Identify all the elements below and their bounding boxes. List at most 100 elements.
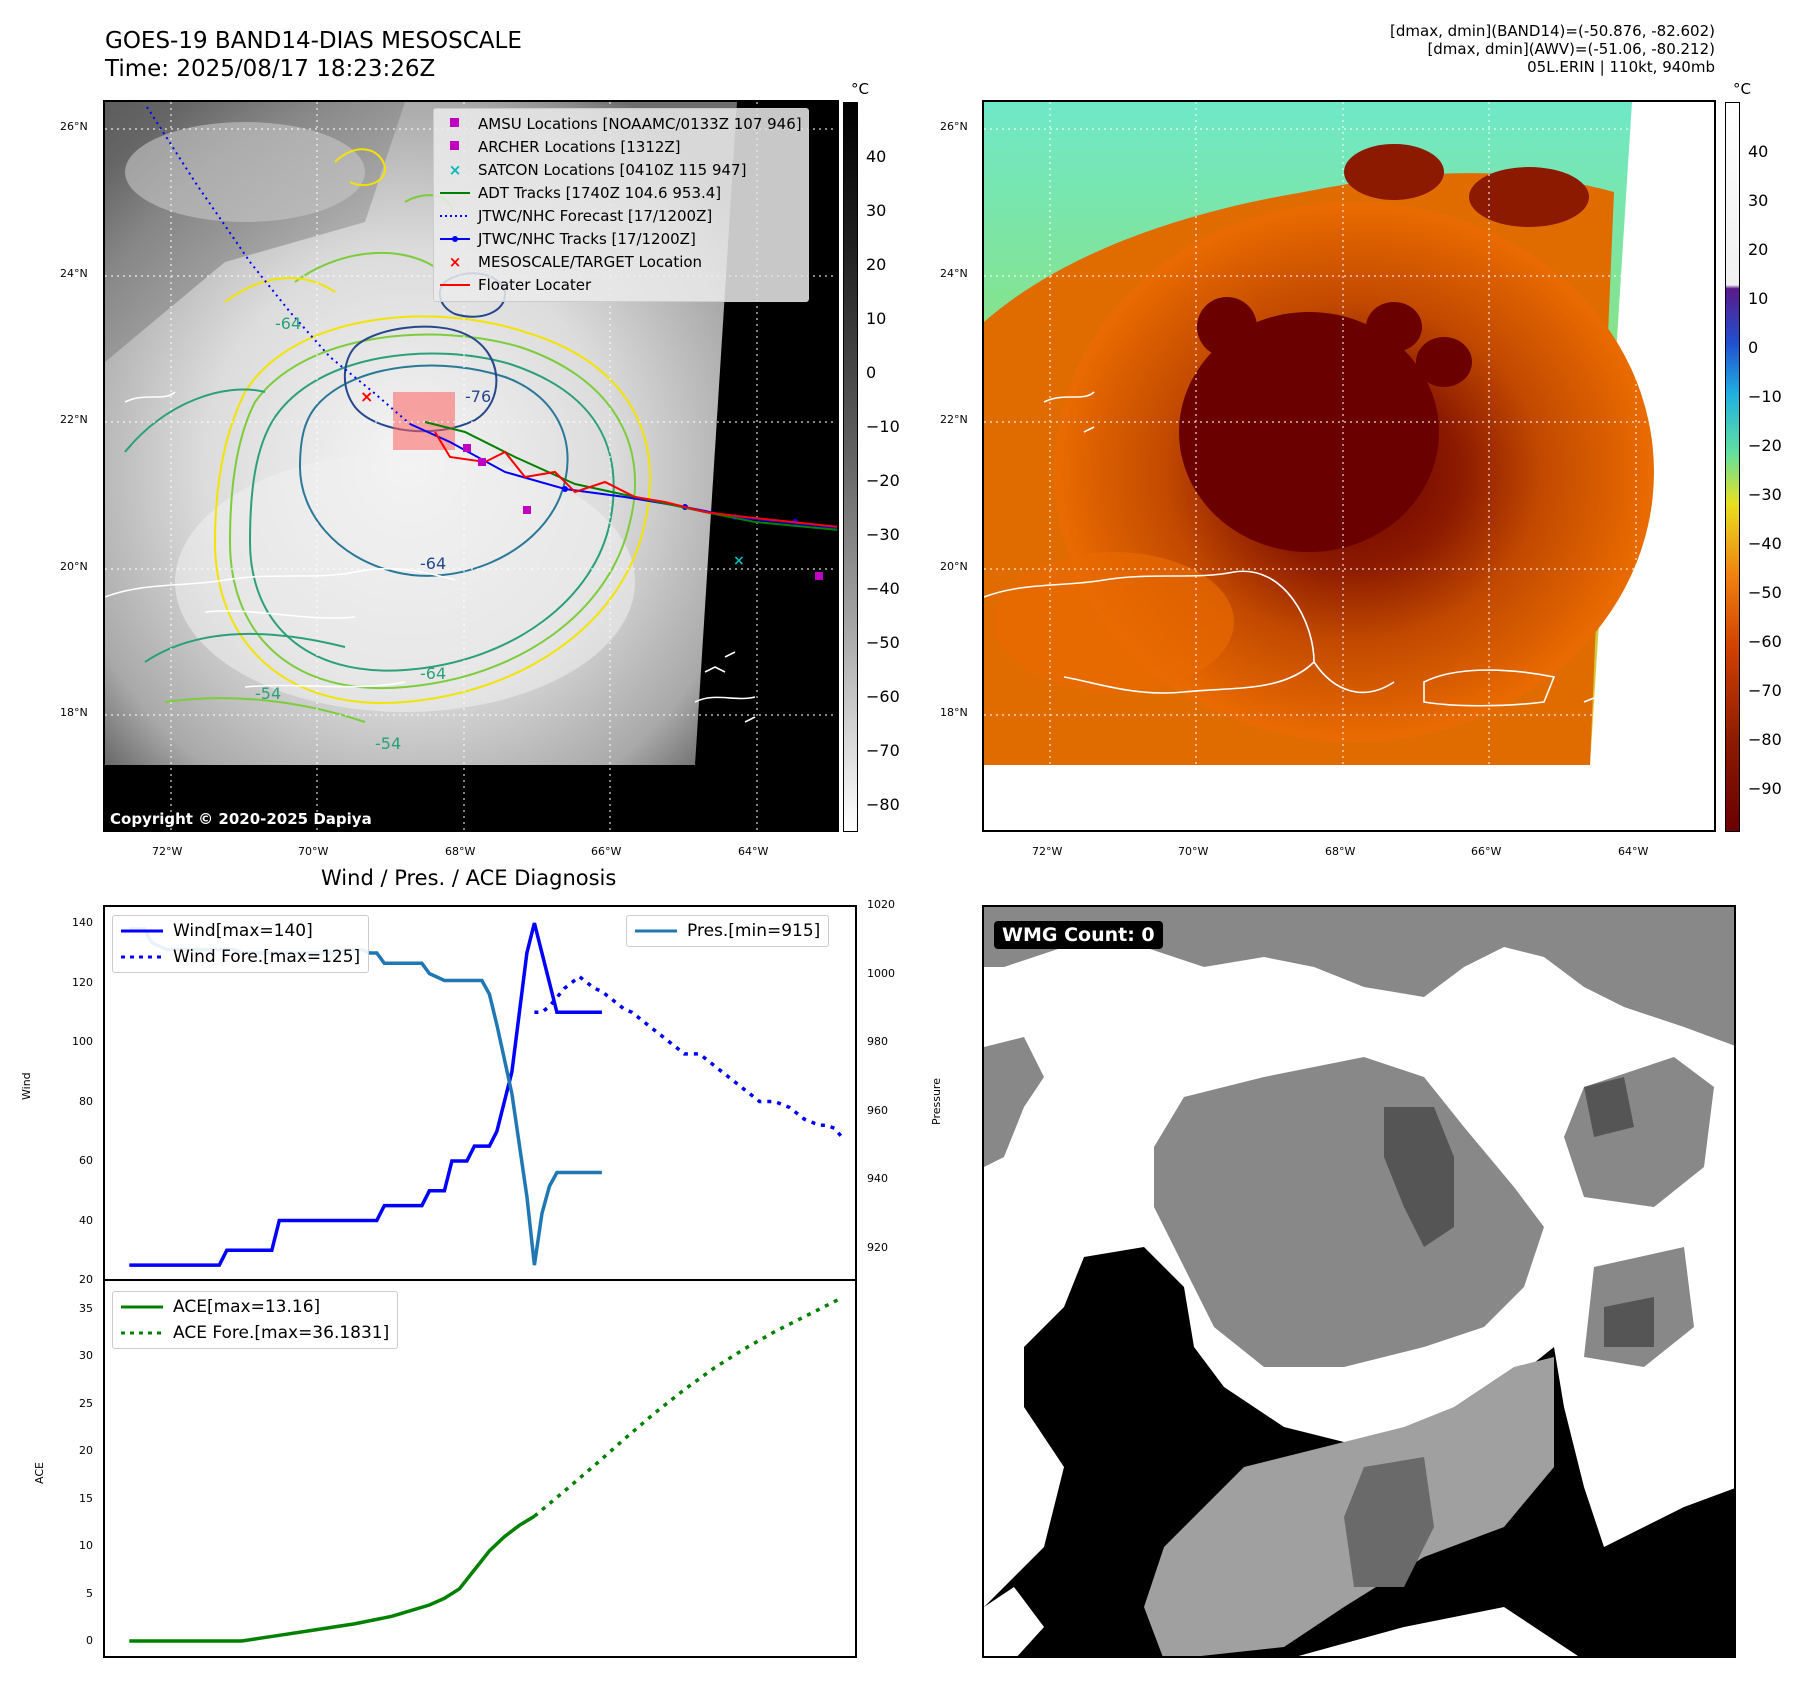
lat-label: 18°N bbox=[60, 706, 88, 719]
ace-tick-label: 5 bbox=[86, 1586, 93, 1600]
legend-item: Pres.[min=915] bbox=[635, 918, 820, 944]
colorbar-tick: −50 bbox=[866, 633, 900, 652]
colorbar-tick: −40 bbox=[866, 579, 900, 598]
info-line-2: [dmax, dmin](AWV)=(-51.06, -80.212) bbox=[1427, 40, 1715, 58]
wind-legend: Wind[max=140] Wind Fore.[max=125] bbox=[112, 915, 370, 973]
pressure-legend: Pres.[min=915] bbox=[626, 915, 830, 947]
x-marker-icon: × bbox=[448, 161, 462, 179]
lat-label: 24°N bbox=[940, 267, 968, 280]
info-line-3: 05L.ERIN | 110kt, 940mb bbox=[1527, 58, 1715, 76]
colorbar-tick: −10 bbox=[1748, 387, 1782, 406]
legend-item: AMSU Locations [NOAAMC/0133Z 107 946] bbox=[440, 113, 802, 136]
lat-label: 26°N bbox=[60, 120, 88, 133]
square-marker-icon bbox=[440, 136, 470, 159]
colorbar-tick: 20 bbox=[866, 255, 887, 274]
diagnosis-title: Wind / Pres. / ACE Diagnosis bbox=[321, 866, 617, 890]
lon-label: 64°W bbox=[1618, 845, 1649, 858]
lon-label: 64°W bbox=[738, 845, 769, 858]
ir-map-legend: AMSU Locations [NOAAMC/0133Z 107 946] AR… bbox=[433, 108, 809, 302]
line-dot-icon bbox=[440, 228, 470, 251]
colorbar-tick: 40 bbox=[866, 147, 887, 166]
contour-label: -64 bbox=[275, 314, 302, 333]
legend-item: × SATCON Locations [0410Z 115 947] bbox=[440, 159, 802, 182]
line-icon bbox=[440, 274, 470, 297]
wind-tick-label: 100 bbox=[72, 1035, 93, 1048]
ace-tick-label: 10 bbox=[79, 1539, 93, 1553]
lon-label: 68°W bbox=[445, 845, 476, 858]
dotted-line-icon bbox=[121, 944, 163, 970]
line-icon bbox=[440, 182, 470, 205]
colorbar-tick: −80 bbox=[1748, 730, 1782, 749]
awv-colorbar-unit: °C bbox=[1733, 80, 1751, 98]
legend-item: ACE Fore.[max=36.1831] bbox=[121, 1320, 389, 1346]
wmg-count-badge: WMG Count: 0 bbox=[994, 921, 1163, 949]
lat-label: 18°N bbox=[940, 706, 968, 719]
awv-map-panel bbox=[982, 100, 1716, 832]
ir-map-panel: × × -76 -64 -64 -54 -54 -64 AMSU Locatio… bbox=[103, 100, 839, 832]
lat-label: 26°N bbox=[940, 120, 968, 133]
legend-item: Wind Fore.[max=125] bbox=[121, 944, 360, 970]
pressure-tick-label: 920 bbox=[867, 1241, 888, 1254]
colorbar-tick: −80 bbox=[866, 795, 900, 814]
colorbar-tick: −10 bbox=[866, 417, 900, 436]
chart-frame bbox=[103, 905, 857, 1658]
lat-label: 20°N bbox=[940, 560, 968, 573]
diagnosis-svg bbox=[97, 904, 863, 1658]
lat-label: 22°N bbox=[60, 413, 88, 426]
legend-item: JTWC/NHC Tracks [17/1200Z] bbox=[440, 228, 802, 251]
ace-axis-label: ACE bbox=[33, 1462, 46, 1484]
pressure-tick-label: 1000 bbox=[867, 966, 895, 980]
lon-label: 72°W bbox=[152, 845, 183, 858]
x-marker-icon: × bbox=[448, 253, 462, 271]
legend-item: × MESOSCALE/TARGET Location bbox=[440, 251, 802, 274]
lon-label: 68°W bbox=[1325, 845, 1356, 858]
colorbar-tick: 10 bbox=[866, 309, 887, 328]
wind-series-line bbox=[129, 922, 602, 1267]
contour-label: -54 bbox=[255, 684, 282, 703]
wind-axis-label: Wind bbox=[20, 1072, 33, 1100]
line-icon bbox=[121, 918, 163, 944]
ace-tick-label: 35 bbox=[79, 1302, 93, 1315]
colorbar-tick: −40 bbox=[1748, 534, 1782, 553]
lon-label: 66°W bbox=[1471, 845, 1502, 858]
wind-tick-label: 140 bbox=[72, 916, 93, 929]
wind-forecast-series-line bbox=[534, 974, 844, 1139]
colorbar-tick: −30 bbox=[1748, 485, 1782, 504]
square-marker-icon bbox=[440, 113, 470, 136]
awv-colorbar bbox=[1725, 102, 1740, 832]
legend-item: Wind[max=140] bbox=[121, 918, 360, 944]
line-icon bbox=[635, 918, 677, 944]
wmg-panel: WMG Count: 0 bbox=[982, 905, 1736, 1658]
ace-tick-label: 25 bbox=[79, 1396, 93, 1410]
pressure-tick-label: 1020 bbox=[867, 898, 895, 911]
wind-tick-label: 120 bbox=[72, 975, 93, 989]
pressure-series-line bbox=[129, 927, 602, 1266]
colorbar-tick: −60 bbox=[1748, 632, 1782, 651]
awv-map bbox=[984, 102, 1714, 830]
colorbar-tick: −50 bbox=[1748, 583, 1782, 602]
wmg-map bbox=[984, 907, 1734, 1656]
storm-info: [dmax, dmin](BAND14)=(-50.876, -82.602) … bbox=[1390, 22, 1715, 76]
contour-label: -54 bbox=[375, 734, 402, 753]
svg-text:×: × bbox=[360, 387, 373, 406]
lon-label: 70°W bbox=[1178, 845, 1209, 858]
pressure-axis-label: Pressure bbox=[930, 1078, 943, 1125]
colorbar-tick: −90 bbox=[1748, 779, 1782, 798]
colorbar-tick: 10 bbox=[1748, 289, 1769, 308]
diagnosis-chart: Wind[max=140] Wind Fore.[max=125] Pres.[… bbox=[97, 904, 863, 1658]
legend-item: Floater Locater bbox=[440, 274, 802, 297]
pressure-tick-label: 980 bbox=[867, 1035, 888, 1049]
lat-label: 20°N bbox=[60, 560, 88, 573]
title-line-1: GOES-19 BAND14-DIAS MESOSCALE bbox=[105, 28, 522, 54]
contour-label: -64 bbox=[420, 664, 447, 683]
colorbar-tick: −20 bbox=[1748, 436, 1782, 455]
pressure-tick-label: 960 bbox=[867, 1103, 888, 1117]
ir-colorbar-unit: °C bbox=[851, 80, 869, 98]
legend-item: ARCHER Locations [1312Z] bbox=[440, 136, 802, 159]
wind-tick-label: 20 bbox=[79, 1273, 93, 1286]
lat-label: 22°N bbox=[940, 413, 968, 426]
copyright: Copyright © 2020-2025 Dapiya bbox=[110, 810, 372, 828]
colorbar-tick: −70 bbox=[866, 741, 900, 760]
line-icon bbox=[121, 1294, 163, 1320]
colorbar-tick: 30 bbox=[866, 201, 887, 220]
